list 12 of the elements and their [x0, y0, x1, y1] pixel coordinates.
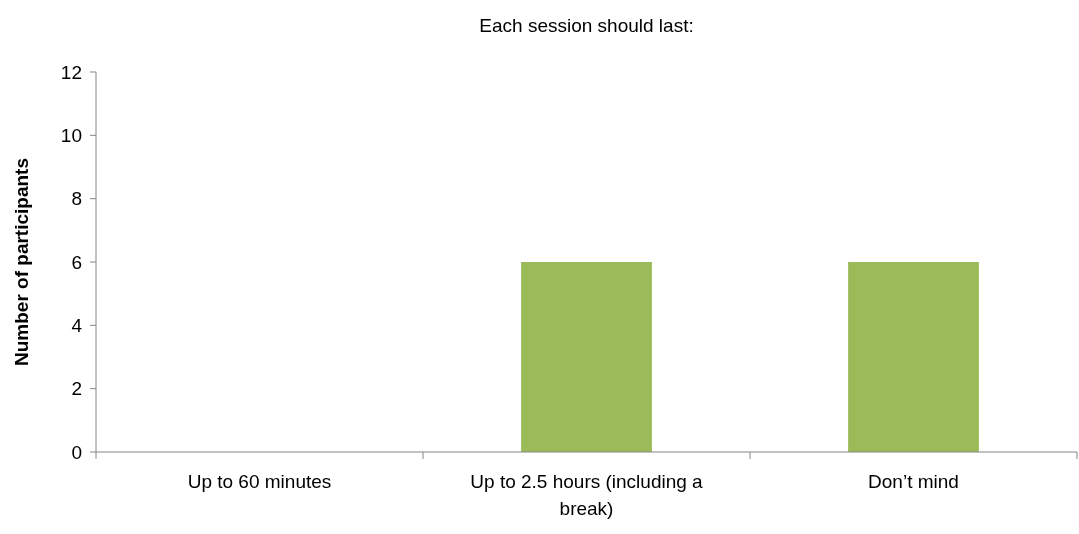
y-tick-label: 12 [60, 61, 82, 83]
x-tick-label: Up to 60 minutes [187, 471, 332, 492]
y-tick-label: 4 [71, 314, 83, 336]
y-tick-label: 10 [60, 124, 82, 146]
chart-title: Each session should last: [479, 15, 694, 36]
x-tick-label: Up to 2.5 hours (including a break) [470, 471, 704, 519]
x-tick-label: Don’t mind [868, 471, 959, 492]
y-tick-label: 6 [71, 251, 82, 273]
y-tick-label: 0 [71, 441, 82, 463]
y-tick-label: 2 [71, 378, 82, 400]
y-tick-label: 8 [71, 188, 82, 210]
y-axis-title: Number of participants [11, 158, 32, 366]
